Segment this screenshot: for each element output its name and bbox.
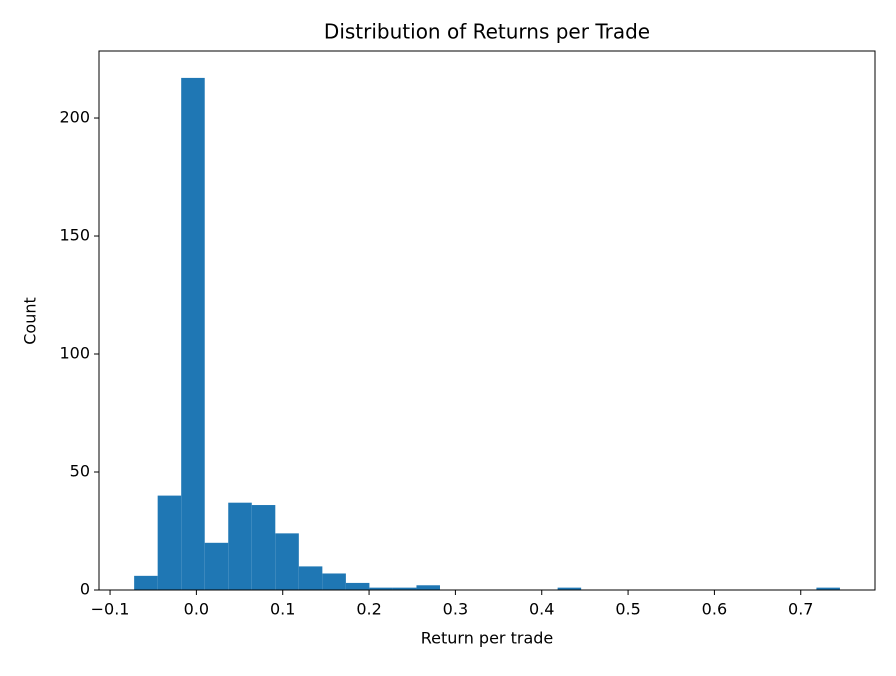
bar	[322, 573, 346, 590]
bar	[392, 587, 417, 590]
x-tick-label: 0.7	[788, 600, 813, 619]
x-tick-label: 0.2	[356, 600, 381, 619]
bar	[181, 77, 205, 590]
bar	[204, 542, 229, 590]
y-axis-label: Count	[21, 297, 40, 345]
bar	[816, 587, 840, 590]
bar	[416, 585, 440, 590]
x-tick-label: 0.6	[702, 600, 727, 619]
bar	[369, 587, 393, 590]
x-tick-label: 0.0	[184, 600, 209, 619]
x-tick-label: −0.1	[91, 600, 130, 619]
axes-frame	[98, 50, 876, 591]
x-axis-label: Return per trade	[421, 629, 554, 648]
y-tick-label: 50	[70, 462, 90, 481]
chart-title: Distribution of Returns per Trade	[324, 20, 650, 44]
bar	[298, 566, 323, 590]
bar	[157, 495, 182, 590]
y-tick-label: 150	[59, 226, 90, 245]
x-tick-label: 0.4	[529, 600, 554, 619]
bar	[251, 505, 276, 590]
x-tick-label: 0.5	[615, 600, 640, 619]
bar	[275, 533, 299, 590]
y-tick-label: 100	[59, 344, 90, 363]
bar	[557, 587, 582, 590]
x-tick-label: 0.3	[443, 600, 468, 619]
y-tick-label: 0	[80, 580, 90, 599]
y-tick-label: 200	[59, 108, 90, 127]
bar	[345, 582, 370, 590]
bar	[228, 502, 252, 590]
bar	[134, 575, 158, 590]
x-tick-label: 0.1	[270, 600, 295, 619]
